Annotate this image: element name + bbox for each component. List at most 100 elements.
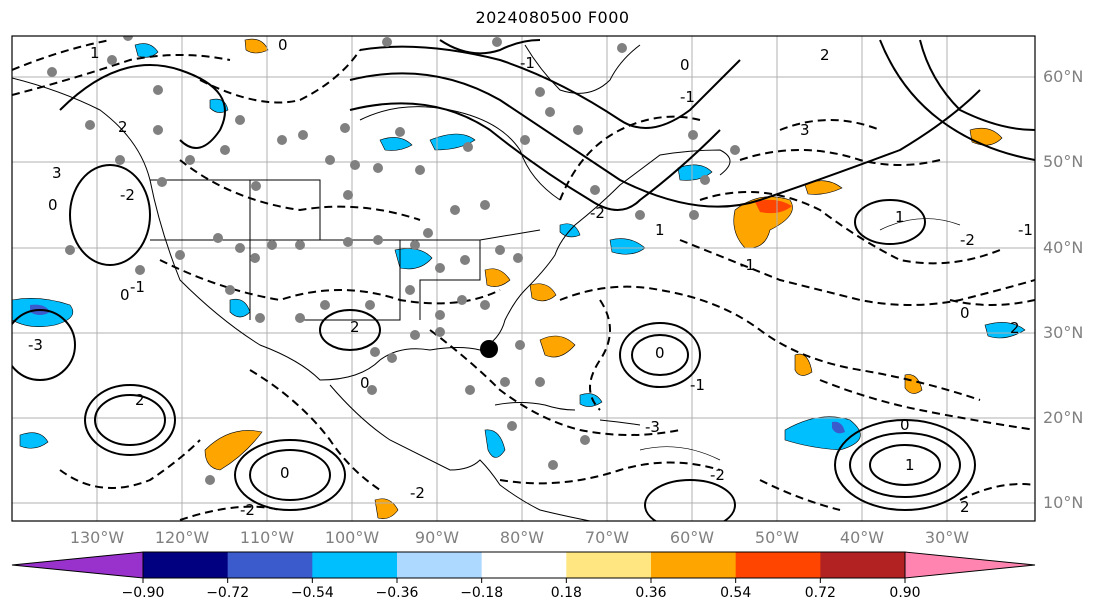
latitude-label: 40°N (1043, 238, 1084, 257)
purple-patch (832, 421, 845, 434)
colorbar (11, 551, 1036, 583)
contour-label: 0 (655, 344, 665, 362)
colorbar-tick-label: 0.18 (550, 585, 582, 601)
blue-patch (134, 43, 159, 58)
solid-contours (12, 39, 1035, 521)
latitude-label: 30°N (1043, 323, 1084, 342)
contour-label: 0 (960, 304, 970, 322)
contour-label: -1 (520, 54, 535, 72)
colorbar-extend-low (12, 552, 143, 578)
colorbar-tick-label: 0.90 (889, 585, 921, 601)
contour-label: 2 (1010, 319, 1020, 337)
blue-patch (429, 133, 476, 151)
contour-label: 0 (360, 374, 370, 392)
orange-patch (529, 283, 557, 302)
map-frame (11, 35, 1036, 522)
orange-patch (484, 268, 511, 287)
orange-patch (204, 430, 263, 471)
contour-label: 1 (905, 456, 915, 474)
longitude-label: 60°W (669, 528, 715, 547)
latitude-label: 50°N (1043, 152, 1084, 171)
colorbar-segment (312, 552, 398, 578)
orange-patch (794, 353, 813, 376)
contour-label: 2 (350, 318, 360, 336)
contour-label: 2 (820, 46, 830, 64)
blue-patch (609, 238, 646, 255)
colorbar-segment (820, 552, 906, 578)
colorbar-segment (397, 552, 483, 578)
blue-patch (19, 432, 49, 449)
contour-label: 2 (960, 498, 970, 516)
colorbar-tick-label: 0.72 (804, 585, 836, 601)
orange-patch (374, 498, 399, 519)
coastlines (12, 44, 731, 521)
contour-label: -1 (740, 256, 755, 274)
contour-label: -3 (28, 336, 43, 354)
colorbar-extend-high (905, 552, 1035, 578)
contour-label: -1 (1018, 221, 1033, 239)
longitude-label: 120°W (154, 528, 210, 547)
contour-label: -1 (680, 88, 695, 106)
contour-label: -3 (645, 418, 660, 436)
orange-patch (244, 38, 269, 54)
longitude-label: 130°W (69, 528, 125, 547)
blue-patch (579, 393, 603, 407)
longitude-label: 40°W (839, 528, 885, 547)
contour-label: -2 (240, 501, 255, 519)
blue-patch (229, 298, 251, 318)
contour-label: 0 (278, 36, 288, 54)
orange-patch (904, 374, 923, 394)
colorbar-tick-label: −0.72 (206, 585, 250, 601)
colorbar-tick-label: −0.36 (375, 585, 419, 601)
contour-label: 0 (280, 464, 290, 482)
hurricane-center-marker (480, 340, 498, 358)
contour-label: 2 (135, 391, 145, 409)
blue-patch (379, 137, 413, 151)
contour-label: 0 (48, 196, 58, 214)
contour-label: 1 (895, 208, 905, 226)
graticule (12, 36, 1035, 521)
contour-label: -1 (130, 278, 145, 296)
contour-label: -2 (590, 204, 605, 222)
longitude-label: 100°W (324, 528, 380, 547)
longitude-label: 80°W (499, 528, 545, 547)
dashed-contours (12, 39, 1035, 521)
longitude-label: 110°W (239, 528, 295, 547)
contour-label: 1 (90, 44, 100, 62)
contour-label: -2 (410, 484, 425, 502)
contour-label: 1 (655, 221, 665, 239)
contour-label: 0 (900, 416, 910, 434)
contour-label: -2 (710, 466, 725, 484)
contour-label: 0 (680, 56, 690, 74)
blue-patch (484, 429, 506, 458)
thin-contours (639, 218, 961, 461)
contour-label: 3 (52, 164, 62, 182)
colorbar-segment (143, 552, 229, 578)
blue-patch (394, 248, 433, 270)
blue-patch (984, 322, 1026, 339)
colorbar-segment (481, 552, 567, 578)
red-patch (755, 199, 792, 214)
orange-patch (539, 335, 576, 358)
blue-patch (784, 416, 861, 451)
latitude-label: 60°N (1043, 67, 1084, 86)
colorbar-tick-label: −0.54 (290, 585, 334, 601)
orange-patch (969, 127, 1003, 146)
station-dots (47, 36, 740, 485)
shaded-anomalies (12, 38, 1026, 519)
colorbar-tick-label: −0.18 (460, 585, 504, 601)
latitude-label: 10°N (1043, 493, 1084, 512)
contour-label: 3 (800, 121, 810, 139)
colorbar-tick-label: 0.36 (635, 585, 667, 601)
colorbar-segment (735, 552, 821, 578)
longitude-label: 70°W (584, 528, 630, 547)
map-title: 2024080500 F000 (475, 8, 630, 27)
contour-label: 2 (118, 118, 128, 136)
colorbar-segment (566, 552, 652, 578)
longitude-label: 50°W (754, 528, 800, 547)
longitude-label: 90°W (414, 528, 460, 547)
contour-label: -2 (120, 186, 135, 204)
